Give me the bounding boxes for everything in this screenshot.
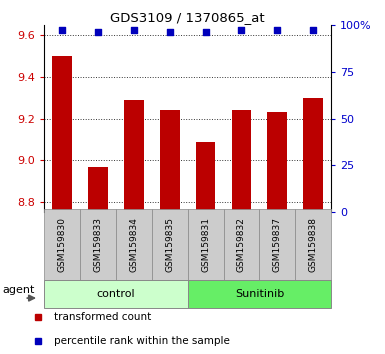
Bar [196, 142, 216, 212]
Text: GSM159838: GSM159838 [309, 217, 318, 272]
Point [131, 28, 137, 33]
Bar [224, 209, 259, 280]
Bar [303, 98, 323, 212]
Bar [160, 110, 180, 212]
Text: control: control [97, 289, 135, 299]
Point [167, 29, 173, 35]
Text: percentile rank within the sample: percentile rank within the sample [54, 336, 230, 346]
Bar [295, 209, 331, 280]
Text: GSM159830: GSM159830 [58, 217, 67, 272]
Bar [232, 110, 251, 212]
Bar [44, 209, 80, 280]
Bar [88, 166, 108, 212]
Bar [152, 209, 188, 280]
Bar [116, 209, 152, 280]
Point [59, 28, 65, 33]
Point [238, 28, 244, 33]
Text: agent: agent [2, 285, 35, 295]
Bar [44, 280, 188, 308]
Text: GSM159834: GSM159834 [129, 217, 139, 272]
Point [95, 29, 101, 35]
Text: transformed count: transformed count [54, 312, 152, 322]
Point [274, 28, 280, 33]
Point [310, 28, 316, 33]
Bar [52, 56, 72, 212]
Text: GSM159832: GSM159832 [237, 217, 246, 272]
Bar [124, 100, 144, 212]
Text: GSM159833: GSM159833 [94, 217, 102, 272]
Bar [268, 112, 287, 212]
Bar [188, 209, 224, 280]
Bar [80, 209, 116, 280]
Bar [188, 280, 331, 308]
Bar [259, 209, 295, 280]
Title: GDS3109 / 1370865_at: GDS3109 / 1370865_at [110, 11, 265, 24]
Text: GSM159837: GSM159837 [273, 217, 282, 272]
Text: GSM159835: GSM159835 [165, 217, 174, 272]
Text: GSM159831: GSM159831 [201, 217, 210, 272]
Point [203, 29, 209, 35]
Text: Sunitinib: Sunitinib [235, 289, 284, 299]
